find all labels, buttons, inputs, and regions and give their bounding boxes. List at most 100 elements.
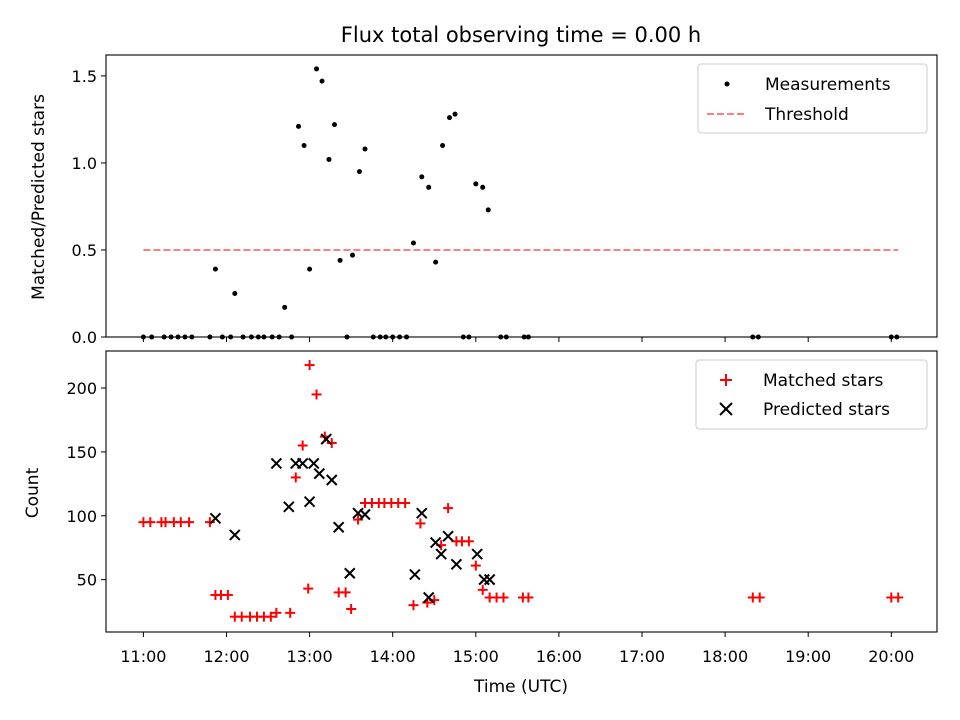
bottom-x-tick-label: 13:00 [287, 647, 333, 666]
measurement-point [419, 174, 425, 180]
matched-star-point [285, 607, 296, 618]
predicted-star-point [229, 529, 241, 541]
predicted-star-point [270, 457, 283, 470]
predicted-star-point [283, 501, 295, 513]
top-legend: Measurements Threshold [697, 63, 928, 134]
top-y-tick-label: 0.0 [72, 328, 97, 347]
bottom-x-tick-label: 15:00 [453, 647, 499, 666]
bottom-y-tick-label: 150 [66, 443, 97, 462]
bottom-x-tick-label: 12:00 [203, 647, 249, 666]
bottom-y-tick-label: 100 [66, 507, 97, 526]
measurement-point [485, 207, 491, 213]
matched-star-point [184, 517, 195, 528]
measurement-point [480, 184, 486, 190]
bottom-y-tick-label: 50 [77, 571, 97, 590]
measurement-point [446, 115, 452, 121]
measurement-point [362, 146, 368, 152]
legend-measurements-label: Measurements [765, 75, 891, 95]
predicted-star-point [450, 558, 463, 571]
top-y-tick-label: 1.0 [72, 154, 97, 173]
predicted-star-point [326, 474, 338, 486]
matched-star-point [498, 592, 509, 603]
bottom-x-tick-label: 19:00 [785, 647, 831, 666]
measurement-point [332, 122, 338, 128]
bottom-x-tick-label: 14:00 [370, 647, 416, 666]
legend-measurements-marker [724, 81, 730, 87]
predicted-star-point [483, 573, 496, 586]
measurement-point [319, 78, 325, 84]
predicted-star-point [435, 548, 447, 560]
matched-star-point [204, 517, 215, 528]
bottom-x-tick-label: 11:00 [120, 647, 166, 666]
top-panel: Flux total observing time = 0.00 h Match… [29, 23, 938, 347]
bottom-ylabel: Count [23, 467, 43, 518]
bottom-x-tick-label: 16:00 [536, 647, 582, 666]
measurement-point [307, 266, 313, 272]
measurement-point [282, 304, 288, 310]
bottom-y-ticks: 50 100 150 200 [66, 379, 106, 590]
measurement-point [326, 156, 332, 162]
predicted-star-point [416, 507, 428, 519]
bottom-axes-frame [105, 350, 938, 633]
measurement-point [232, 290, 238, 296]
measurement-point [440, 143, 446, 149]
predicted-star-point [209, 512, 222, 525]
top-y-tick-label: 1.5 [72, 67, 97, 86]
matched-star-point [311, 389, 322, 400]
matched-star-point [346, 604, 357, 615]
matched-star-point [893, 592, 904, 603]
legend-matched-marker [720, 374, 732, 386]
matched-star-point [297, 440, 308, 451]
top-x-ticks [142, 337, 892, 342]
measurement-point [433, 259, 439, 265]
matched-star-point [145, 517, 156, 528]
bottom-legend: Matched stars Predicted stars [695, 359, 928, 430]
measurement-point [350, 252, 356, 258]
bottom-plot-area [138, 360, 904, 622]
bottom-x-tick-label: 17:00 [619, 647, 665, 666]
matched-star-point [523, 592, 534, 603]
matched-star-point [353, 514, 364, 525]
measurement-point [426, 184, 432, 190]
matched-star-point [340, 587, 351, 598]
predicted-star-point [359, 508, 371, 521]
predicted-star-point [303, 496, 316, 508]
predicted-star-point [344, 567, 356, 579]
predicted-star-point [332, 521, 345, 533]
predicted-star-point [471, 548, 483, 560]
predicted-star-point [429, 536, 442, 549]
measurement-point [452, 111, 458, 117]
measurement-point [356, 169, 362, 175]
bottom-x-tick-label: 18:00 [702, 647, 748, 666]
measurement-point [212, 266, 218, 272]
matched-star-point [271, 607, 282, 618]
matched-star-point [463, 536, 474, 547]
bottom-xlabel: Time (UTC) [473, 677, 568, 697]
top-ylabel: Matched/Predicted stars [29, 94, 49, 300]
legend-predicted-label: Predicted stars [763, 400, 890, 420]
matched-star-point [477, 584, 488, 595]
top-axes-frame [105, 54, 938, 338]
matched-star-point [470, 560, 481, 571]
matched-star-point [408, 600, 419, 611]
bottom-x-tick-label: 20:00 [868, 647, 914, 666]
legend-matched-label: Matched stars [763, 371, 883, 391]
matched-star-point [415, 518, 426, 529]
measurement-point [410, 240, 416, 246]
measurement-point [314, 66, 320, 72]
top-title: Flux total observing time = 0.00 h [341, 23, 701, 47]
top-y-tick-label: 0.5 [72, 241, 97, 260]
predicted-star-point [308, 457, 320, 470]
matched-star-point [443, 503, 454, 514]
predicted-star-point [313, 467, 325, 480]
legend-threshold-label: Threshold [764, 105, 849, 125]
measurement-point [301, 143, 307, 149]
predicted-star-point [442, 530, 454, 542]
predicted-star-point [320, 433, 332, 445]
top-y-ticks: 0.0 0.5 1.0 1.5 [72, 67, 106, 347]
predicted-star-point [422, 591, 435, 604]
matched-star-point [400, 497, 411, 508]
measurement-point [337, 257, 343, 263]
